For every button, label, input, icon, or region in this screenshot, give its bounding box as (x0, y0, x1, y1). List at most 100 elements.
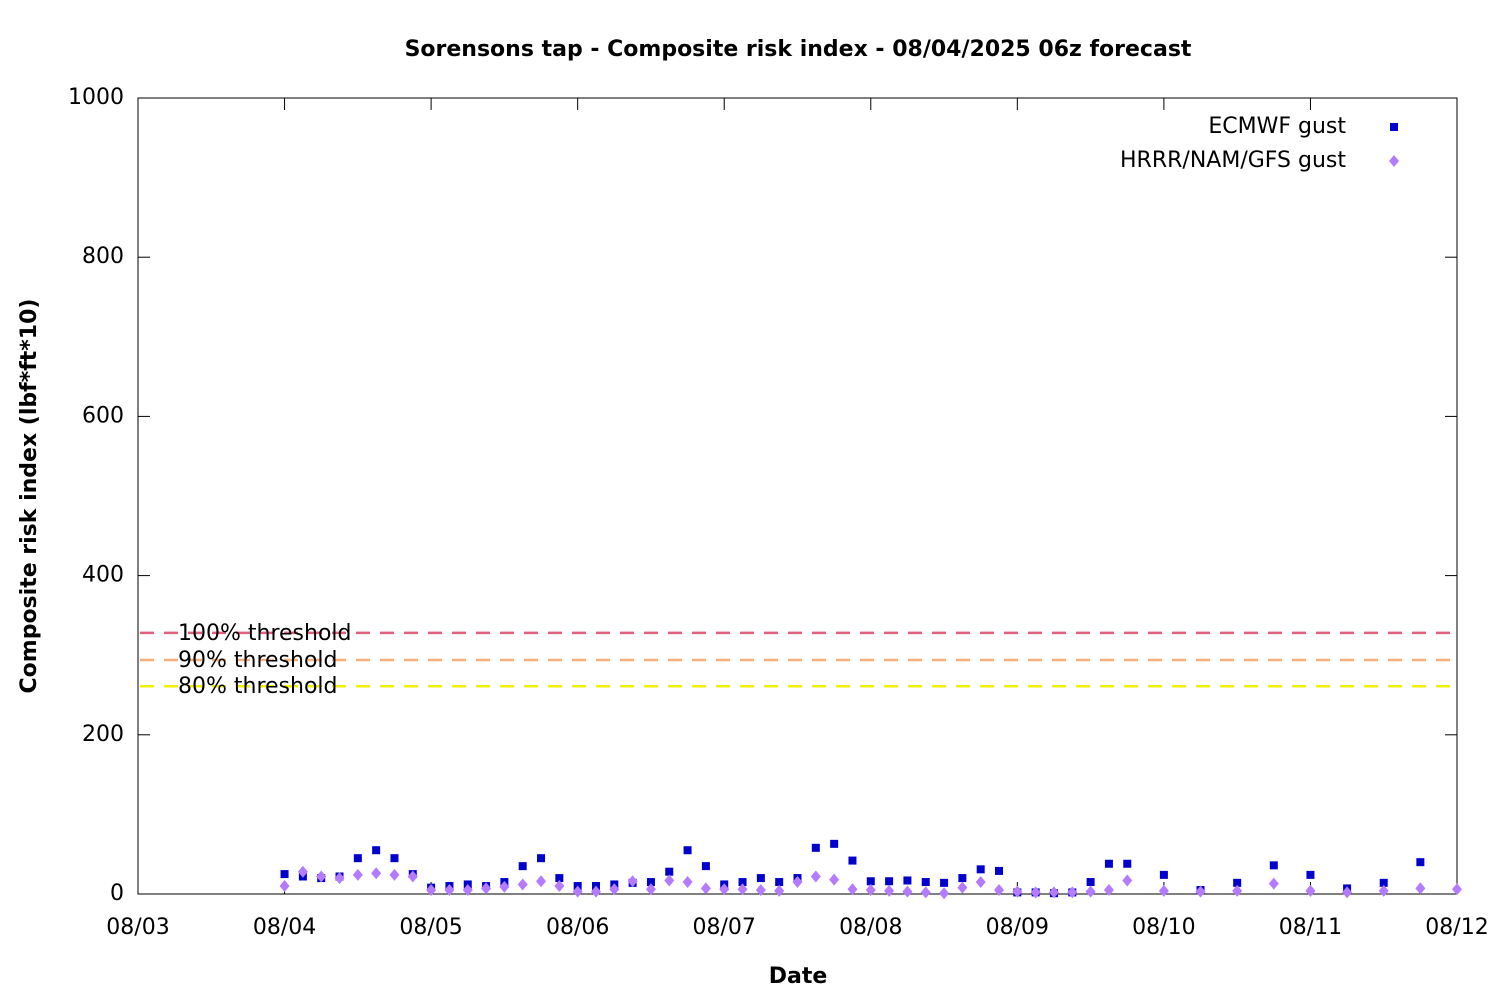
data-point (920, 886, 931, 899)
data-point (499, 880, 510, 893)
x-axis-label: Date (769, 964, 828, 989)
data-point (1012, 885, 1023, 898)
y-tick-label: 1000 (68, 85, 124, 110)
data-point (885, 877, 894, 886)
x-tick-label: 08/06 (546, 915, 609, 940)
data-point (1233, 878, 1242, 887)
data-point (279, 880, 290, 893)
data-point (848, 856, 857, 865)
data-point (1086, 878, 1095, 887)
data-point (775, 878, 784, 887)
x-tick-label: 08/08 (839, 915, 902, 940)
data-point (1195, 885, 1206, 898)
y-tick-label: 800 (82, 244, 124, 269)
data-point (957, 881, 968, 894)
data-point (1342, 886, 1353, 899)
x-tick-label: 08/09 (986, 915, 1049, 940)
data-point (627, 875, 638, 888)
x-tick-label: 08/10 (1132, 915, 1195, 940)
data-point (372, 846, 381, 855)
data-point (755, 884, 766, 897)
data-point (682, 876, 693, 889)
data-point (921, 878, 930, 887)
data-point (280, 870, 289, 879)
data-point (353, 854, 362, 863)
data-point (389, 868, 400, 881)
data-point (903, 876, 912, 885)
data-point (958, 874, 967, 883)
data-point (811, 843, 820, 852)
data-point (518, 862, 527, 871)
data-point (976, 865, 985, 874)
data-point (738, 878, 747, 887)
data-point (371, 867, 382, 880)
data-point (590, 885, 601, 898)
data-point (792, 876, 803, 889)
data-point (1123, 859, 1132, 868)
data-point (1103, 884, 1114, 897)
data-point (866, 877, 875, 886)
data-point (297, 865, 308, 878)
data-point (719, 883, 730, 896)
y-tick-label: 200 (82, 722, 124, 747)
data-point (865, 884, 876, 897)
data-point (1305, 884, 1316, 897)
data-point (830, 839, 839, 848)
data-point (554, 880, 565, 893)
y-tick-label: 400 (82, 563, 124, 588)
data-point (975, 876, 986, 889)
data-point (664, 874, 675, 887)
data-point (390, 854, 399, 863)
y-axis-label: Composite risk index (lbf*ft*10) (17, 299, 42, 694)
x-tick-label: 08/07 (693, 915, 756, 940)
data-point (774, 884, 785, 897)
data-point (1306, 870, 1315, 879)
data-point (1416, 858, 1425, 867)
data-point (884, 884, 895, 897)
legend-label: HRRR/NAM/GFS gust (1120, 148, 1346, 173)
data-point (1085, 885, 1096, 898)
data-point (1159, 870, 1168, 879)
data-point (426, 884, 437, 897)
legend-label: ECMWF gust (1208, 114, 1346, 139)
data-point (1232, 884, 1243, 897)
legend-marker (1390, 123, 1398, 131)
x-tick-label: 08/11 (1279, 915, 1342, 940)
data-point (1030, 886, 1041, 899)
data-point (995, 866, 1004, 875)
data-point (462, 884, 473, 897)
data-point (701, 862, 710, 871)
data-point (1048, 886, 1059, 899)
threshold-label: 80% threshold (178, 674, 338, 699)
data-point (756, 874, 765, 883)
data-point (810, 870, 821, 883)
data-point (572, 885, 583, 898)
x-tick-label: 08/04 (253, 915, 316, 940)
plot-frame (137, 97, 1458, 895)
data-point (1269, 861, 1278, 870)
data-point (737, 883, 748, 896)
data-point (940, 878, 949, 887)
data-point (536, 875, 547, 888)
data-point (994, 884, 1005, 897)
data-point (481, 882, 492, 895)
data-point (939, 887, 950, 900)
data-point (683, 846, 692, 855)
data-point (665, 867, 674, 876)
data-point (352, 868, 363, 881)
data-point (1104, 859, 1113, 868)
data-point (517, 878, 528, 891)
x-tick-label: 08/12 (1425, 915, 1488, 940)
data-point (609, 883, 620, 896)
data-point (537, 854, 546, 863)
data-point (1158, 884, 1169, 897)
threshold-label: 100% threshold (178, 621, 352, 646)
data-point (334, 872, 345, 885)
data-point (847, 883, 858, 896)
data-point (700, 882, 711, 895)
data-point (407, 870, 418, 883)
legend-marker (1389, 155, 1399, 167)
